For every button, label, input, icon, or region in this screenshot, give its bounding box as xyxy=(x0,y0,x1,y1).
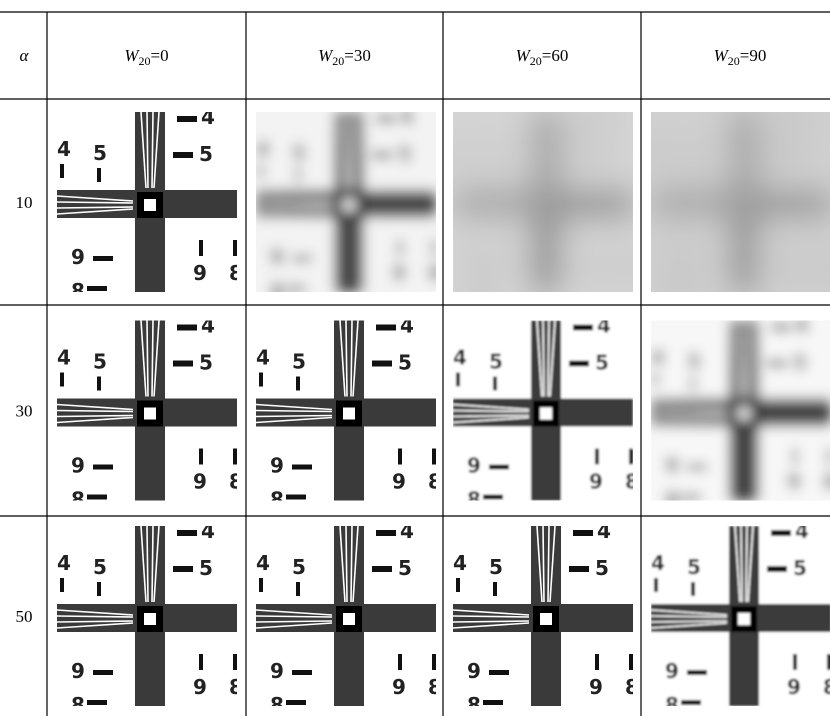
header-value: =0 xyxy=(151,46,169,65)
header-value: =60 xyxy=(542,46,569,65)
header-value: =90 xyxy=(740,46,767,65)
haze xyxy=(256,112,436,292)
cell-image xyxy=(651,105,830,303)
header-subscript: 20 xyxy=(332,54,344,68)
cell-image xyxy=(256,314,442,512)
cell-image xyxy=(256,105,442,303)
target-image xyxy=(651,519,830,716)
header-value: =30 xyxy=(344,46,371,65)
target-image xyxy=(57,314,243,512)
corner-header: α xyxy=(20,46,30,65)
cell-image xyxy=(57,105,243,303)
column-header: W20=90 xyxy=(714,46,767,68)
row-header: 10 xyxy=(16,193,33,212)
header-subscript: 20 xyxy=(530,54,542,68)
cell-image xyxy=(57,519,243,716)
table: 4 5 4 5 9 9 8 8 α W20=0W20=30W20=60W20=9… xyxy=(0,0,830,716)
cell-image xyxy=(651,519,830,716)
haze xyxy=(651,321,830,501)
target-image xyxy=(57,519,243,716)
cell-image xyxy=(57,314,243,512)
haze xyxy=(453,112,633,292)
cell-image xyxy=(453,519,639,716)
column-header: W20=30 xyxy=(318,46,371,68)
target-image xyxy=(57,105,243,303)
cell-image xyxy=(651,314,830,512)
target-image xyxy=(453,314,639,512)
cell-image xyxy=(256,519,442,716)
header-subscript: 20 xyxy=(728,54,740,68)
cell-image xyxy=(453,314,639,512)
row-header: 50 xyxy=(16,607,33,626)
target-image xyxy=(256,519,442,716)
row-header: 30 xyxy=(16,402,33,421)
column-header: W20=0 xyxy=(124,46,168,68)
haze xyxy=(651,112,830,292)
column-header: W20=60 xyxy=(516,46,569,68)
header-subscript: 20 xyxy=(139,54,151,68)
cell-image xyxy=(453,105,639,303)
target-image xyxy=(256,314,442,512)
target-image xyxy=(453,519,639,716)
